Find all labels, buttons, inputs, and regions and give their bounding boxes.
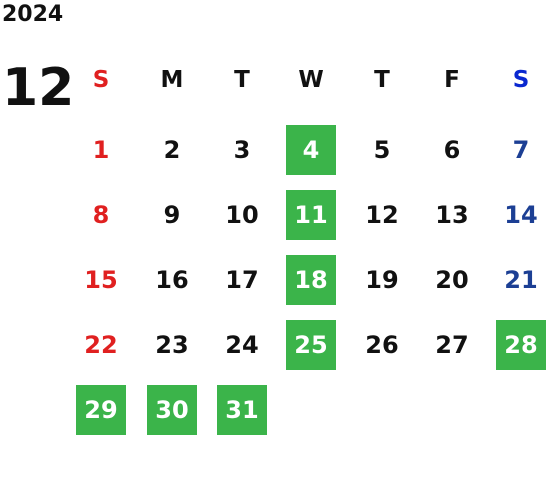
day: 5 (373, 136, 391, 164)
day: 15 (84, 266, 118, 294)
day: 21 (504, 266, 538, 294)
day: 26 (365, 331, 399, 359)
highlighted-day: 28 (496, 320, 546, 370)
day: 23 (155, 331, 189, 359)
highlighted-day: 18 (286, 255, 336, 305)
day: 9 (163, 201, 181, 229)
day: 14 (504, 201, 538, 229)
month: 12 (2, 58, 75, 118)
weekday-header: S (92, 67, 110, 93)
highlighted-day: 31 (217, 385, 267, 435)
day: 19 (365, 266, 399, 294)
highlighted-day: 29 (76, 385, 126, 435)
day: 8 (92, 201, 110, 229)
highlighted-day: 11 (286, 190, 336, 240)
day: 16 (155, 266, 189, 294)
day: 2 (163, 136, 181, 164)
weekday-header: W (298, 67, 324, 93)
highlighted-day: 25 (286, 320, 336, 370)
day: 22 (84, 331, 118, 359)
highlighted-day: 4 (286, 125, 336, 175)
day: 3 (233, 136, 251, 164)
day: 17 (225, 266, 259, 294)
day: 6 (443, 136, 461, 164)
day: 27 (435, 331, 469, 359)
day: 1 (92, 136, 110, 164)
day: 24 (225, 331, 259, 359)
day: 7 (512, 136, 530, 164)
day: 20 (435, 266, 469, 294)
year: 2024 (2, 2, 64, 27)
weekday-header: T (234, 67, 250, 93)
weekday-header: F (444, 67, 460, 93)
weekday-header: M (160, 67, 184, 93)
day: 13 (435, 201, 469, 229)
day: 10 (225, 201, 259, 229)
weekday-header: S (512, 67, 530, 93)
highlighted-day: 30 (147, 385, 197, 435)
weekday-header: T (374, 67, 390, 93)
day: 12 (365, 201, 399, 229)
